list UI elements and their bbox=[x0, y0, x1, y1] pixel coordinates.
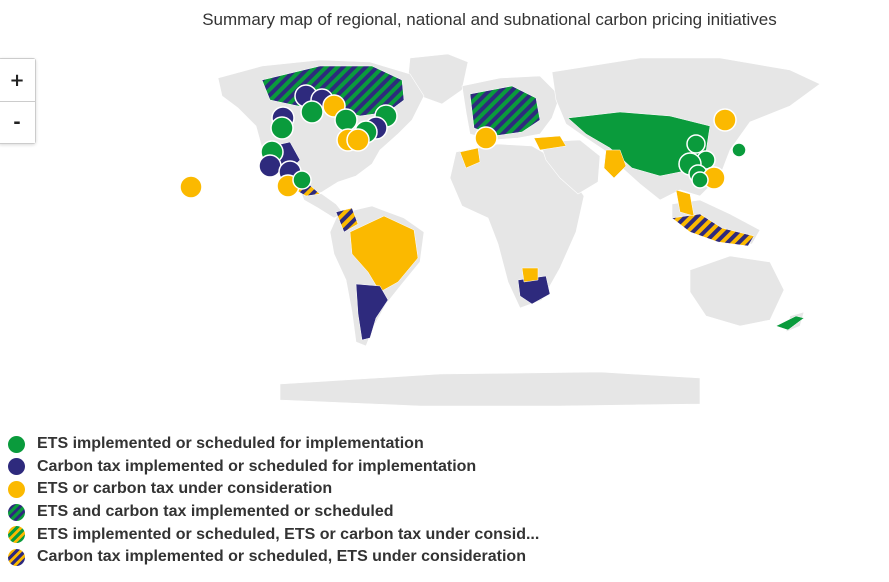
australia-region bbox=[689, 255, 785, 327]
marker-saskatchewan bbox=[300, 100, 324, 124]
marker-spain bbox=[474, 126, 498, 150]
south-africa-region bbox=[517, 275, 551, 305]
namibia-region bbox=[521, 267, 539, 283]
legend-label: ETS or carbon tax under consideration bbox=[37, 480, 333, 498]
marker-yukon bbox=[270, 116, 294, 140]
zoom-out-button[interactable]: - bbox=[0, 101, 35, 143]
legend-swatch-icon bbox=[8, 435, 25, 453]
legend-swatch-icon bbox=[8, 526, 25, 544]
world-map[interactable] bbox=[0, 0, 889, 420]
new-zealand-ets-region bbox=[775, 315, 805, 331]
pakistan-india-region bbox=[603, 149, 627, 179]
subnational-markers bbox=[179, 84, 747, 199]
legend-swatch-icon bbox=[8, 480, 25, 498]
africa-region bbox=[449, 143, 585, 309]
morocco-region bbox=[459, 147, 481, 169]
marker-korea bbox=[731, 142, 747, 158]
turkey-region bbox=[533, 135, 567, 151]
legend-item-ets-tax[interactable]: ETS and carbon tax implemented or schedu… bbox=[8, 501, 539, 524]
zoom-in-button[interactable]: + bbox=[0, 59, 35, 101]
legend-label: Carbon tax implemented or scheduled for … bbox=[37, 457, 477, 475]
middle-east-region bbox=[539, 139, 601, 195]
marker-japan bbox=[713, 108, 737, 132]
legend-item-tax[interactable]: Carbon tax implemented or scheduled for … bbox=[8, 456, 539, 479]
legend-item-consideration[interactable]: ETS or carbon tax under consideration bbox=[8, 478, 539, 501]
legend-swatch-icon bbox=[8, 548, 25, 566]
legend-swatch-icon bbox=[8, 503, 25, 521]
legend-label: Carbon tax implemented or scheduled, ETS… bbox=[37, 548, 526, 566]
marker-hawaii bbox=[179, 175, 203, 199]
brazil-region bbox=[349, 215, 419, 293]
marker-oregon bbox=[258, 154, 282, 178]
marker-pennsylvania bbox=[346, 128, 370, 152]
legend-item-ets[interactable]: ETS implemented or scheduled for impleme… bbox=[8, 433, 539, 456]
marker-ontario bbox=[334, 108, 358, 132]
european-union-region bbox=[469, 85, 541, 137]
legend-label: ETS implemented or scheduled for impleme… bbox=[37, 435, 424, 453]
legend-label: ETS implemented or scheduled, ETS or car… bbox=[37, 525, 540, 543]
zoom-controls: + - bbox=[0, 58, 36, 144]
vietnam-region bbox=[675, 189, 695, 217]
map-title: Summary map of regional, national and su… bbox=[202, 10, 777, 29]
marker-mexico-state bbox=[292, 170, 312, 190]
marker-shenzhen bbox=[691, 171, 709, 189]
indonesia-region bbox=[671, 213, 755, 247]
legend: ETS implemented or scheduled for impleme… bbox=[8, 433, 539, 569]
antarctica-region bbox=[279, 371, 701, 407]
legend-item-tax-consideration[interactable]: Carbon tax implemented or scheduled, ETS… bbox=[8, 546, 539, 569]
marker-beijing bbox=[686, 134, 706, 154]
legend-item-ets-consideration[interactable]: ETS implemented or scheduled, ETS or car… bbox=[8, 523, 539, 546]
legend-label: ETS and carbon tax implemented or schedu… bbox=[37, 503, 394, 521]
colombia-region bbox=[335, 207, 359, 233]
chile-argentina-region bbox=[355, 283, 389, 341]
legend-swatch-icon bbox=[8, 458, 25, 476]
